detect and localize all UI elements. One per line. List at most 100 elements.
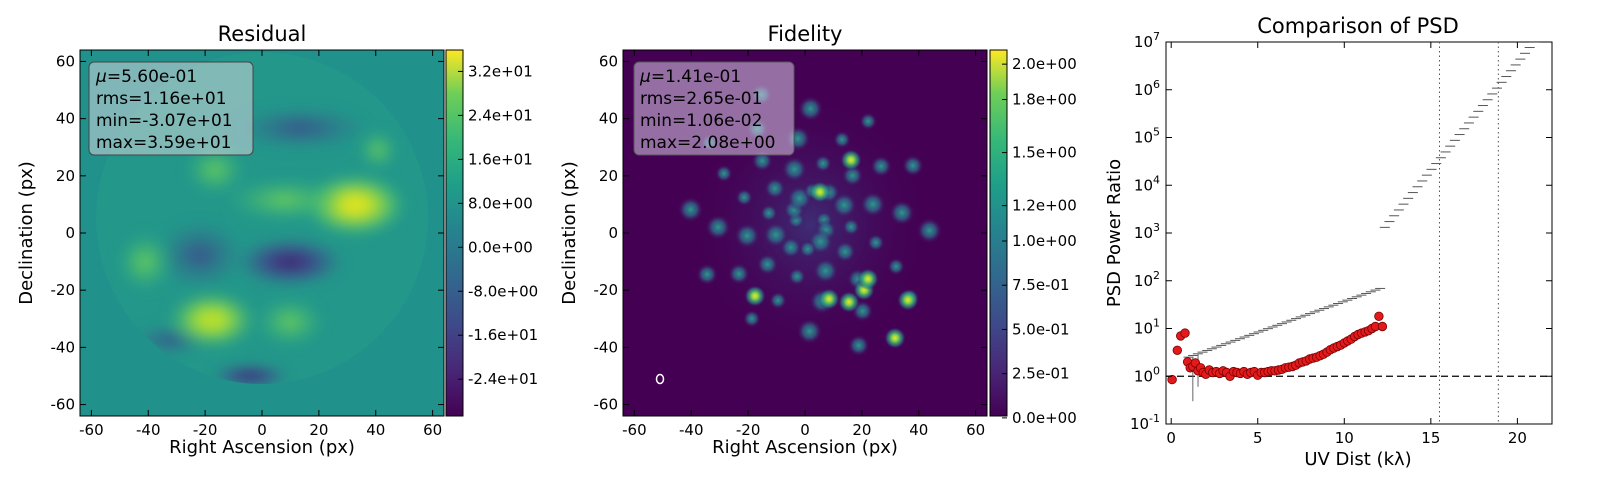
- fidelity-blob: [814, 154, 832, 173]
- residual-stat-mu: =5.60e-01: [107, 67, 197, 87]
- fidelity-blob: [797, 95, 824, 122]
- colorbar-tick-label: 2.0e+00: [1012, 55, 1077, 73]
- psd-reference-lines: [1166, 42, 1552, 424]
- y-tick-label: 60: [56, 52, 75, 70]
- fidelity-y-ticks: 60 40 20 0 -20 -40 -60: [594, 52, 987, 414]
- residual-stat-max: max=3.59e+01: [96, 133, 231, 153]
- fidelity-stat-rms: rms=2.65e-01: [640, 89, 762, 109]
- fidelity-blob: [796, 318, 823, 345]
- x-tick-label: 20: [852, 421, 871, 439]
- fidelity-blob: [705, 214, 732, 241]
- y-tick-label: -20: [594, 281, 619, 299]
- fidelity-blob: [781, 156, 808, 183]
- x-tick-label: 60: [966, 421, 985, 439]
- residual-stats-box: μ=5.60e-01 rms=1.16e+01 min=-3.07e+01 ma…: [88, 61, 254, 156]
- x-tick-label: 0: [257, 421, 267, 439]
- colorbar-tick-label: -2.4e+01: [468, 370, 538, 388]
- fidelity-blob: [812, 257, 839, 284]
- fidelity-blob: [847, 334, 870, 357]
- fidelity-blob: [798, 240, 817, 259]
- y-tick-label: 20: [56, 167, 75, 185]
- fidelity-hotspot: [744, 285, 766, 307]
- colorbar-tick-label: 8.0e+00: [468, 194, 533, 212]
- colorbar-tick-label: 5.0e-01: [1012, 320, 1070, 338]
- fidelity-blob: [888, 199, 915, 226]
- x-tick-label: 20: [309, 421, 328, 439]
- fidelity-blob: [734, 222, 761, 249]
- fidelity-blob: [859, 112, 878, 131]
- y-tick-label: -60: [51, 396, 76, 414]
- y-tick-label: -60: [594, 396, 619, 414]
- psd-x-ticks: 0 5 10 15 20: [1166, 42, 1527, 447]
- fidelity-blob: [859, 191, 886, 218]
- psd-point: [1172, 345, 1183, 356]
- y-tick-label: 60: [599, 52, 618, 70]
- colorbar-tick-label: 2.5e-01: [1012, 365, 1070, 383]
- fidelity-blob: [870, 155, 893, 178]
- residual-x-label: Right Ascension (px): [169, 437, 355, 458]
- fidelity-x-ticks: -60 -40 -20 0 20 40 60: [622, 50, 985, 439]
- y-tick-label: 106: [1134, 78, 1160, 99]
- x-tick-label: 40: [366, 421, 385, 439]
- psd-panel: Comparison of PSD 0 5 10 15 20 1071061051041…: [1104, 14, 1553, 470]
- y-tick-label: 40: [599, 110, 618, 128]
- fidelity-blob: [831, 192, 858, 219]
- colorbar-tick-label: 7.5e-01: [1012, 276, 1070, 294]
- colorbar-tick-label: 1.0e+00: [1012, 232, 1077, 250]
- residual-stat-min: min=-3.07e+01: [96, 111, 233, 131]
- residual-y-label: Declination (px): [16, 161, 37, 305]
- colorbar-tick-label: 1.5e+00: [1012, 144, 1077, 162]
- residual-title: Residual: [218, 22, 307, 46]
- x-tick-label: 15: [1421, 429, 1440, 447]
- svg-text:μ=5.60e-01: μ=5.60e-01: [95, 67, 197, 87]
- x-tick-label: 20: [1508, 429, 1527, 447]
- fidelity-blob: [696, 263, 719, 286]
- x-tick-label: -40: [679, 421, 704, 439]
- fidelity-panel: Fidelity μ=1.41e-01 rms=2.65e-01 min=1.0…: [559, 22, 1077, 458]
- fidelity-blob: [842, 217, 861, 236]
- fidelity-blob: [833, 130, 851, 149]
- x-tick-label: -40: [136, 421, 161, 439]
- y-tick-label: 103: [1134, 221, 1160, 242]
- fidelity-blob: [916, 217, 943, 244]
- colorbar-tick-label: 2.4e+01: [468, 106, 533, 124]
- fidelity-hotspot: [818, 288, 840, 310]
- fidelity-colorbar-ticks: 2.0e+00 1.8e+00 1.5e+00 1.2e+00 1.0e+00 7.5e-…: [1002, 55, 1077, 427]
- y-tick-label: 0: [608, 224, 618, 242]
- fidelity-blob: [788, 267, 806, 286]
- x-tick-label: -60: [622, 421, 647, 439]
- fidelity-stat-min: min=1.06e-02: [640, 111, 762, 131]
- fidelity-stats-box: μ=1.41e-01 rms=2.65e-01 min=1.06e-02 max…: [633, 61, 795, 156]
- psd-y-ticks: 107 106 105 104 103 102 101 100 10-1: [1130, 30, 1552, 433]
- x-tick-label: -20: [193, 421, 218, 439]
- fidelity-hotspot: [838, 291, 860, 313]
- colorbar-tick-label: 1.2e+00: [1012, 197, 1077, 215]
- residual-panel: Residual: [16, 22, 538, 458]
- x-tick-label: 40: [909, 421, 928, 439]
- fidelity-blob: [756, 253, 779, 276]
- residual-stat-mu-symbol: μ: [95, 67, 107, 87]
- fidelity-image: [622, 49, 988, 417]
- y-tick-label: 0: [65, 224, 75, 242]
- fidelity-stat-mu: =1.41e-01: [651, 67, 741, 87]
- psd-x-label: UV Dist (kλ): [1304, 449, 1411, 470]
- y-tick-label: 107: [1134, 30, 1160, 51]
- x-tick-label: 0: [1166, 429, 1176, 447]
- y-tick-label: 104: [1134, 173, 1160, 194]
- fidelity-blob: [763, 177, 786, 200]
- fidelity-blob: [762, 221, 789, 248]
- x-tick-label: 5: [1253, 429, 1263, 447]
- fidelity-blob: [727, 262, 750, 285]
- fidelity-blob: [866, 233, 885, 252]
- residual-colorbar-ticks: 3.2e+01 2.4e+01 1.6e+01 8.0e+00 0.0e+00 -8.0e…: [458, 62, 538, 388]
- beam-ellipse: [655, 373, 665, 385]
- colorbar-tick-label: -1.6e+01: [468, 326, 538, 344]
- psd-point: [1167, 374, 1177, 385]
- fidelity-blob: [834, 240, 857, 263]
- x-tick-label: -20: [736, 421, 761, 439]
- psd-comparison-markers: [1183, 42, 1540, 402]
- colorbar-tick-label: 0.0e+00: [468, 238, 533, 256]
- fidelity-hotspot: [840, 149, 862, 171]
- y-tick-label: 101: [1134, 317, 1160, 338]
